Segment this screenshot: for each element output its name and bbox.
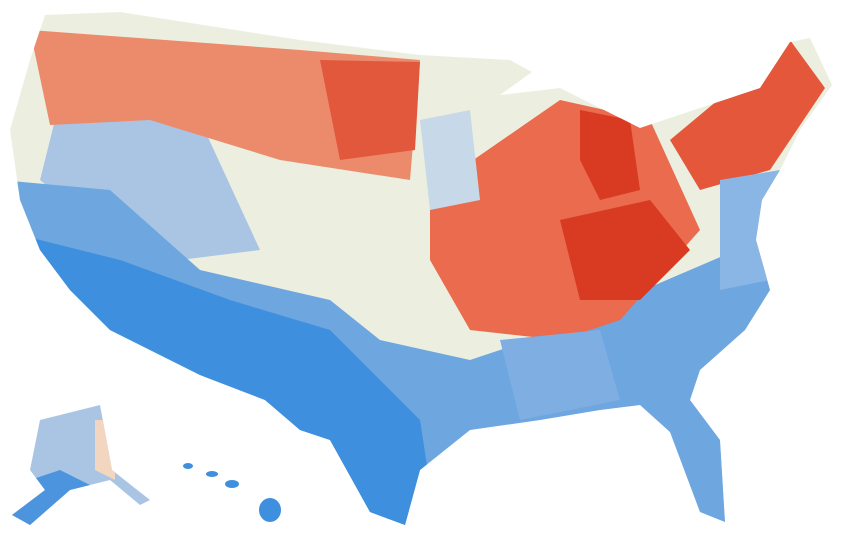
alaska [12,405,150,525]
alaska-east [95,420,115,480]
region-dakotas [320,60,420,160]
hawaii-island [206,471,218,477]
region-east-coast [720,170,780,290]
hawaii-island [225,480,239,488]
region-michigan [580,110,640,200]
region-northeast [670,40,825,190]
hawaii-island [259,498,281,522]
region-deep-south [500,330,620,420]
region-appalachia [560,200,690,300]
region-iowa [420,110,480,210]
hawaii [183,463,281,522]
hawaii-island [183,463,193,469]
